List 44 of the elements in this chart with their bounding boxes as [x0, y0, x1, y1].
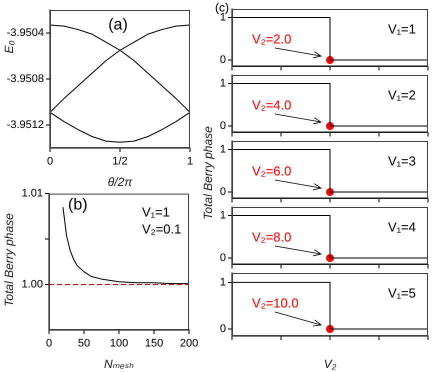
y-tick-label: -3.9504: [6, 27, 44, 40]
y-tick-label: 0: [220, 323, 226, 336]
x-tick-label: 50: [78, 338, 90, 350]
x-axis-title: Nₘₑₛₕ: [104, 357, 134, 372]
annotation: V₁=2: [388, 88, 416, 103]
x-axis-title: θ/2π: [108, 175, 134, 190]
y-tick-label: 0: [220, 186, 226, 198]
annotation: V₁=5: [388, 286, 416, 301]
annotation: V₂=10.0: [252, 296, 299, 311]
annotation: V₂=6.0: [252, 164, 292, 179]
annotation: V₁=4: [388, 220, 416, 235]
y-tick-label: 1: [220, 276, 226, 288]
chart-title: (a): [108, 16, 128, 34]
y-axis-title: Total Berry phase: [2, 213, 16, 307]
x-tick-label: 0: [46, 338, 52, 350]
y-tick-label: 1: [220, 210, 226, 222]
annotation: V₂=4.0: [252, 98, 292, 113]
x-tick-label: 0: [46, 156, 54, 168]
y-tick-label: 1.00: [22, 278, 43, 291]
chart-title: (b): [68, 196, 88, 214]
x-axis-title: V₂: [324, 357, 337, 372]
x-tick-label: 200: [180, 338, 198, 350]
annotation: V₁=1: [142, 204, 170, 220]
y-tick-label: 0: [220, 252, 226, 264]
annotation: V₁=1: [388, 22, 416, 37]
x-tick-label: 1: [186, 156, 194, 168]
y-tick-label: 1.01: [22, 188, 43, 200]
y-tick-label: -3.9508: [6, 73, 44, 86]
y-axis-title: E₀: [2, 40, 16, 54]
x-tick-label: 100: [110, 338, 128, 350]
x-tick-label: 1/2: [112, 156, 128, 168]
annotation: V₁=3: [388, 154, 416, 169]
y-tick-label: 1: [220, 12, 226, 24]
y-axis-title: Total Berry phase: [201, 126, 215, 220]
y-tick-label: 1: [220, 144, 226, 156]
y-tick-label: 0: [220, 54, 226, 66]
y-tick-label: 1: [220, 78, 226, 90]
annotation: V₂=2.0: [252, 32, 292, 47]
annotation: V₂=0.1: [142, 222, 182, 237]
y-tick-label: 0: [220, 120, 226, 132]
y-tick-label: -3.9512: [6, 119, 44, 132]
annotation: V₂=8.0: [252, 230, 292, 245]
chart-title: (c): [215, 0, 229, 14]
x-tick-label: 150: [144, 338, 164, 350]
